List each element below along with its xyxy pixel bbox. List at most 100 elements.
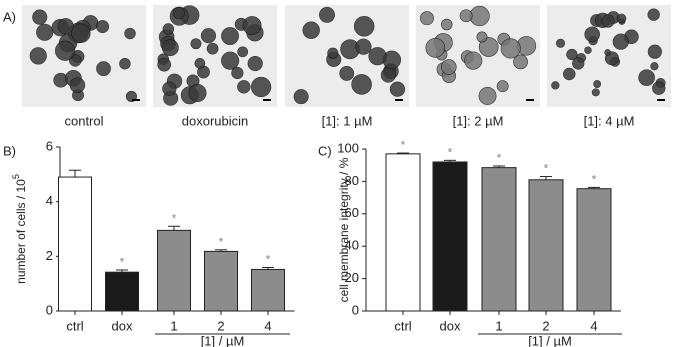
- cell: [478, 37, 499, 57]
- image-caption: [1]: 1 µM: [322, 113, 373, 128]
- cell: [584, 46, 592, 54]
- y-tick-label: 20: [345, 270, 359, 285]
- cell: [327, 47, 339, 59]
- bar: [105, 271, 139, 312]
- x-tick-label: ctrl: [66, 318, 83, 333]
- x-tick-label: 4: [264, 318, 271, 333]
- cell: [302, 21, 320, 39]
- cell: [237, 46, 249, 58]
- cell: [293, 89, 309, 105]
- cell: [441, 59, 457, 75]
- bar: [157, 229, 191, 312]
- cell: [190, 38, 202, 50]
- cell: [604, 49, 611, 56]
- cell: [355, 38, 372, 55]
- cell: [200, 28, 216, 44]
- significance-marker: *: [448, 146, 453, 160]
- cell: [69, 77, 86, 93]
- image-caption: control: [64, 113, 103, 128]
- cell: [616, 13, 627, 24]
- cell: [612, 33, 629, 50]
- panel-label: A): [3, 9, 16, 24]
- cell: [157, 57, 172, 72]
- cell: [513, 54, 528, 70]
- cell: [380, 67, 396, 83]
- bar: [432, 161, 468, 312]
- cell: [593, 80, 602, 88]
- cell: [231, 66, 244, 80]
- cell: [647, 8, 660, 21]
- cell: [389, 81, 406, 97]
- cell: [29, 47, 47, 65]
- cell: [469, 5, 490, 27]
- y-tick-label: 100: [337, 140, 359, 155]
- cell: [96, 20, 110, 34]
- cell: [563, 67, 576, 81]
- cell: [500, 38, 521, 59]
- cell: [194, 58, 206, 69]
- significance-marker: *: [401, 138, 406, 152]
- image-caption: [1]: 2 µM: [453, 113, 504, 128]
- x-tick-label: 1: [170, 318, 177, 333]
- y-tick-label: 0: [352, 302, 359, 317]
- cell: [591, 88, 600, 97]
- cell: [496, 80, 509, 93]
- cell: [319, 6, 335, 23]
- significance-marker: *: [497, 151, 502, 165]
- group-label: [1] / µM: [201, 333, 245, 347]
- cell: [353, 16, 375, 37]
- cell: [441, 18, 453, 31]
- cell: [32, 9, 48, 25]
- x-tick-label: 2: [217, 318, 224, 333]
- x-tick-label: dox: [440, 318, 461, 333]
- cell: [206, 42, 219, 55]
- cell: [420, 11, 434, 26]
- cell: [368, 47, 387, 66]
- y-axis-label-text: number of cells / 10: [14, 179, 28, 284]
- x-tick-label: 4: [590, 318, 597, 333]
- x-tick-label: ctrl: [394, 318, 411, 333]
- cell: [647, 44, 662, 59]
- y-tick-label: 60: [345, 205, 359, 220]
- cell: [572, 57, 585, 70]
- image-caption: doxorubicin: [182, 113, 249, 128]
- cell: [57, 18, 74, 35]
- cell: [161, 39, 179, 57]
- cell: [584, 26, 600, 43]
- panel-label: C): [318, 143, 332, 158]
- cell: [124, 27, 136, 40]
- y-tick-label: 6: [46, 138, 53, 153]
- y-tick-label: 40: [345, 238, 359, 253]
- cell: [551, 81, 560, 90]
- cell: [464, 51, 483, 70]
- significance-marker: *: [120, 255, 125, 269]
- cell: [555, 38, 566, 48]
- cell: [162, 81, 177, 96]
- bar: [481, 167, 517, 312]
- y-axis-label: number of cells / 105: [11, 174, 28, 284]
- cell: [221, 27, 239, 45]
- image-caption: [1]: 4 µM: [584, 113, 635, 128]
- cell: [478, 87, 497, 105]
- y-tick-label: 80: [345, 173, 359, 188]
- cell: [476, 31, 488, 43]
- cell: [55, 40, 76, 61]
- cell: [566, 48, 578, 61]
- y-tick-label: 0: [46, 302, 53, 317]
- y-axis-label-text: cell membrane integrity / %: [337, 157, 351, 302]
- cell: [250, 76, 272, 98]
- cell: [650, 62, 659, 71]
- cell: [162, 23, 175, 35]
- significance-marker: *: [172, 211, 177, 225]
- bar: [204, 250, 238, 312]
- cell: [652, 81, 666, 95]
- x-tick-label: 1: [495, 318, 502, 333]
- y-axis-label-sup: 5: [11, 174, 21, 179]
- significance-marker: *: [266, 253, 271, 267]
- cell: [36, 23, 54, 41]
- cell: [188, 84, 207, 102]
- cell: [237, 80, 251, 94]
- cell: [459, 9, 473, 23]
- bar: [385, 153, 421, 312]
